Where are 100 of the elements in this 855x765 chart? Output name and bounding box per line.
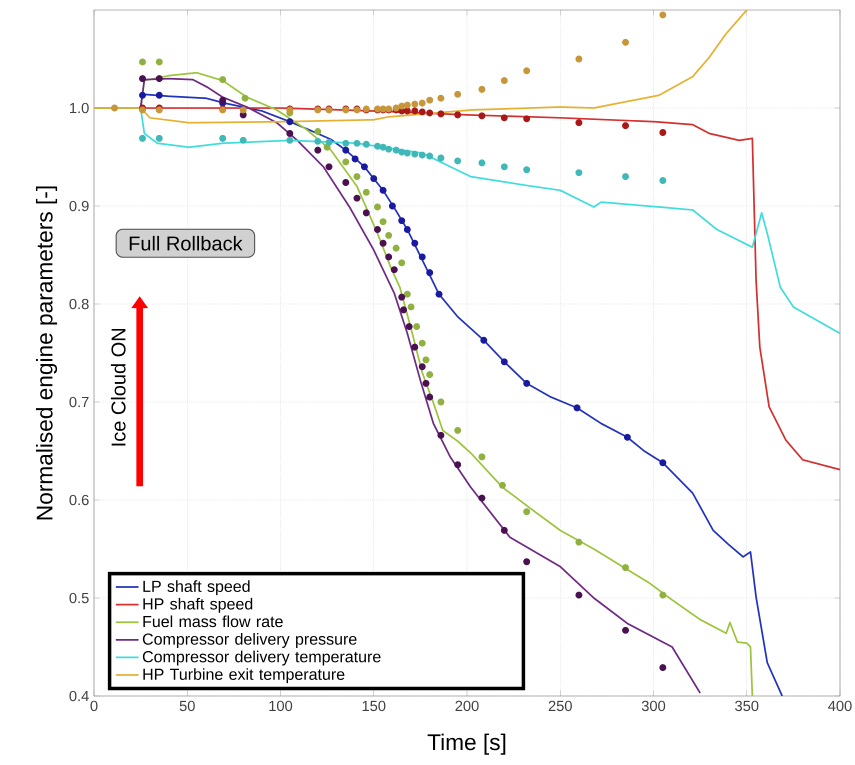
y-tick-label: 1.0 xyxy=(70,102,89,114)
point xyxy=(286,136,294,144)
point xyxy=(624,434,631,441)
point xyxy=(411,107,418,114)
point xyxy=(139,134,146,142)
point xyxy=(354,173,360,180)
point xyxy=(436,290,442,298)
y-tick-label: 0.9 xyxy=(69,200,89,212)
point xyxy=(454,111,462,118)
point xyxy=(418,100,426,107)
point xyxy=(523,67,530,74)
point xyxy=(411,240,418,247)
legend-label: Compressor delivery temperature xyxy=(142,650,381,666)
point xyxy=(242,94,249,102)
point xyxy=(437,94,444,102)
point xyxy=(398,102,406,110)
point xyxy=(139,92,146,99)
x-tick-label: 150 xyxy=(362,700,386,712)
point xyxy=(392,244,400,252)
point xyxy=(314,128,322,135)
point xyxy=(411,344,418,351)
point xyxy=(380,218,387,226)
point xyxy=(342,140,350,147)
point xyxy=(360,163,368,170)
point xyxy=(406,323,413,330)
point xyxy=(454,426,462,434)
point xyxy=(326,163,332,170)
point xyxy=(354,194,360,202)
point xyxy=(478,453,486,460)
point xyxy=(398,217,406,224)
point xyxy=(575,56,582,62)
point xyxy=(575,538,582,546)
legend-label: LP shaft speed xyxy=(143,580,250,596)
point xyxy=(418,363,426,370)
point xyxy=(422,380,430,387)
point xyxy=(659,177,666,184)
point xyxy=(454,157,462,164)
point xyxy=(622,38,629,46)
point xyxy=(659,592,666,599)
point xyxy=(380,186,387,194)
point xyxy=(500,114,508,122)
point xyxy=(622,173,629,180)
point xyxy=(342,146,350,154)
point xyxy=(240,106,247,114)
x-tick-label: 100 xyxy=(269,700,292,712)
point xyxy=(404,150,411,157)
point xyxy=(622,122,629,130)
point xyxy=(139,75,146,82)
x-tick-label: 0 xyxy=(90,700,98,712)
y-tick-label: 0.5 xyxy=(69,592,89,604)
point xyxy=(156,75,163,82)
point xyxy=(418,152,426,159)
point xyxy=(400,306,408,314)
point xyxy=(500,526,508,534)
point xyxy=(398,259,406,266)
line-series xyxy=(94,10,748,124)
legend-label: HP Turbine exit temperature xyxy=(143,668,344,684)
y-tick-label: 0.8 xyxy=(69,298,89,310)
point xyxy=(418,108,426,116)
point xyxy=(575,119,582,126)
point xyxy=(385,232,392,239)
point xyxy=(480,336,488,344)
point xyxy=(326,138,332,146)
point xyxy=(240,136,247,144)
point xyxy=(575,169,582,176)
point xyxy=(398,294,406,301)
point xyxy=(219,134,226,142)
x-tick-label: 200 xyxy=(456,700,479,712)
point xyxy=(286,118,294,126)
point xyxy=(398,148,406,156)
point xyxy=(437,398,444,406)
point xyxy=(523,380,530,387)
point xyxy=(659,11,666,18)
legend-label: Compressor delivery pressure xyxy=(142,633,357,648)
point xyxy=(422,356,430,364)
y-tick-label: 0.6 xyxy=(69,494,89,506)
point xyxy=(523,558,530,566)
point xyxy=(111,104,118,112)
point xyxy=(454,90,462,98)
point xyxy=(574,404,581,412)
point xyxy=(314,146,322,154)
point xyxy=(413,323,420,330)
point xyxy=(426,371,434,378)
x-axis-title: Time [s] xyxy=(428,734,506,755)
point xyxy=(352,156,359,162)
point xyxy=(478,159,486,166)
y-tick-label: 0.7 xyxy=(69,396,89,408)
point xyxy=(622,564,629,572)
point xyxy=(418,253,426,260)
point xyxy=(362,140,370,148)
point xyxy=(478,494,486,502)
point xyxy=(523,166,530,174)
point xyxy=(478,86,486,93)
point xyxy=(354,140,360,147)
legend-label: HP shaft speed xyxy=(143,598,252,613)
point xyxy=(342,158,350,166)
annotation: Ice Cloud ON xyxy=(110,328,126,446)
point xyxy=(523,508,530,516)
x-tick-label: 350 xyxy=(735,700,758,712)
y-axis-title: Normalised engine parameters [-] xyxy=(36,186,58,520)
